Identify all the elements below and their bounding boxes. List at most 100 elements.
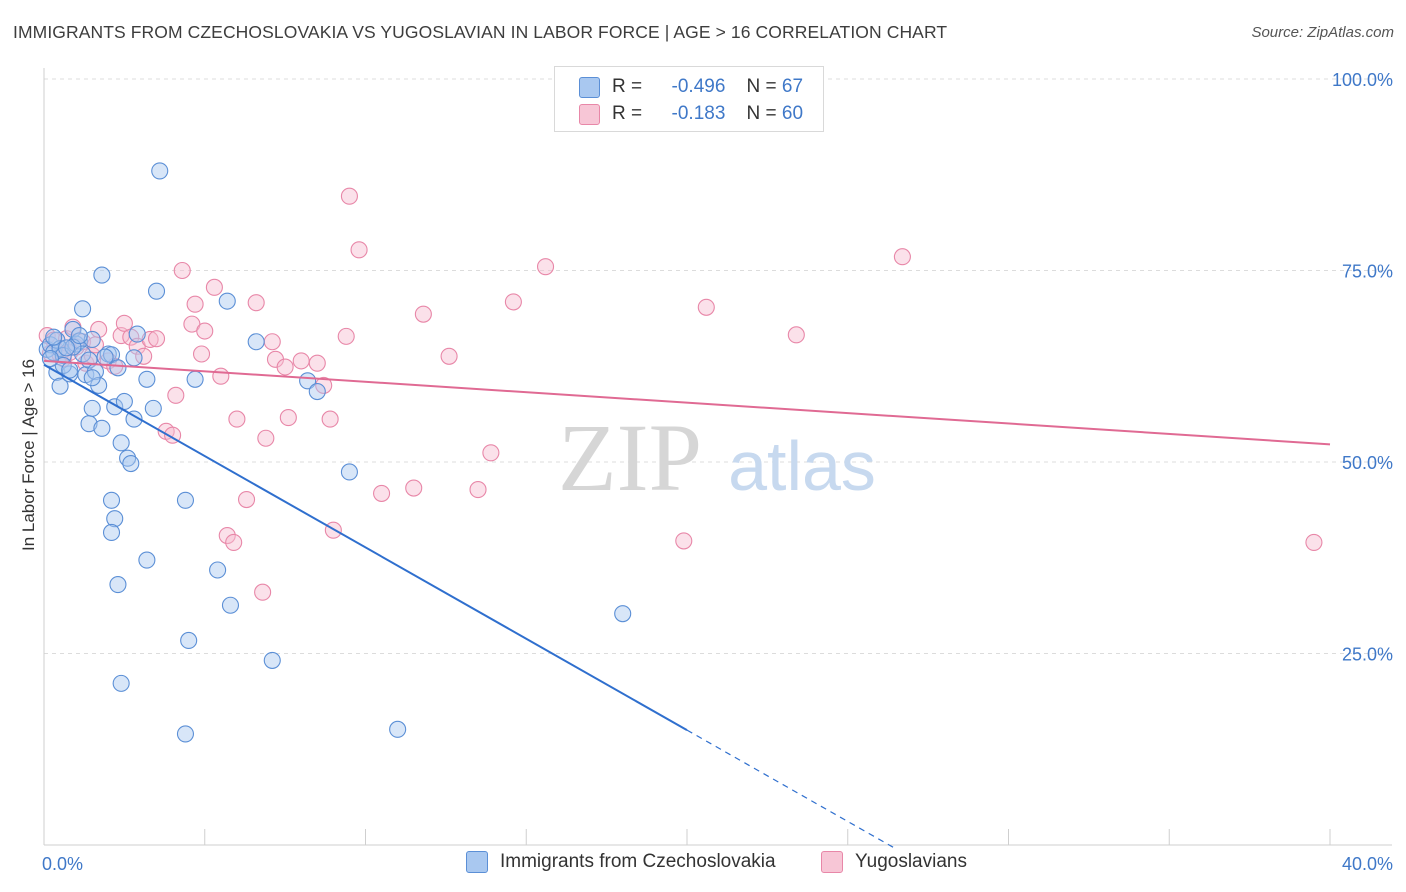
yugoslavians-point [192, 345, 211, 363]
czechoslovakia-point [102, 491, 121, 509]
czechoslovakia-point [122, 454, 140, 473]
correlation-legend: R = -0.496 N = 67 R = -0.183 N = 60 [554, 66, 824, 132]
czechoslovakia-point [57, 339, 76, 357]
czechoslovakia-point [109, 359, 127, 377]
source-label: Source: ZipAtlas.com [1251, 24, 1394, 41]
axes [43, 68, 1392, 846]
yugoslavians-point [469, 481, 487, 499]
yugoslavians-point [292, 352, 310, 370]
czechoslovakia-point [308, 382, 326, 401]
czechoslovakia-point [125, 410, 143, 428]
yugoslavians-point [308, 354, 326, 372]
yugoslavians-point [440, 347, 458, 365]
yugoslavians-point [340, 187, 358, 205]
yugoslavians-trend-line [43, 359, 1331, 446]
czechoslovakia-point [93, 266, 111, 284]
yugoslavians-point [697, 298, 715, 316]
czechoslovakia-point [209, 561, 227, 579]
yugoslavians-point [536, 258, 555, 276]
czechoslovakia-point [45, 328, 63, 346]
legend-row-yugoslavians: R = -0.183 N = 60 [579, 102, 803, 126]
yugoslavians-point [337, 327, 355, 345]
czechoslovakia-point [247, 333, 265, 351]
yugoslavians-point [212, 367, 230, 385]
y-tick-label: 50.0% [1342, 453, 1393, 473]
x-tick-label: 0.0% [42, 854, 83, 874]
yugoslavians-point [247, 294, 265, 312]
n-value: 60 [781, 103, 804, 124]
legend-item-czechoslovakia: Immigrants from Czechoslovakia [466, 851, 776, 873]
czechoslovakia-point [128, 325, 146, 343]
czechoslovakia-point [144, 399, 162, 417]
yugoslavians-point [228, 410, 246, 428]
yugoslavians-point [373, 484, 391, 502]
legend-label: Yugoslavians [855, 851, 967, 872]
czechoslovakia-point [186, 370, 204, 388]
x-tick-label: 40.0% [1342, 854, 1393, 874]
r-label: R = [612, 76, 643, 97]
blue-swatch [466, 851, 488, 873]
watermark: ZIP atlas [558, 404, 876, 511]
czechoslovakia-point [138, 551, 156, 569]
yugoslavians-point [196, 322, 214, 340]
y-tick-label: 75.0% [1342, 262, 1393, 282]
czechoslovakia-point [83, 399, 101, 417]
czechoslovakia-trend-line [43, 363, 688, 731]
czechoslovakia-point [112, 434, 130, 452]
czechoslovakia-point [93, 419, 111, 437]
czechoslovakia-trend-extension [686, 729, 897, 850]
yugoslavians-point [482, 444, 500, 462]
yugoslavians-point [1305, 533, 1323, 551]
yugoslavians-point [279, 409, 297, 427]
pink-swatch [579, 103, 600, 125]
yugoslavians-point [263, 333, 281, 351]
watermark-zip: ZIP [558, 404, 702, 511]
czechoslovakia-point [96, 348, 114, 366]
yugoslavians-point [350, 241, 368, 259]
czechoslovakia-points [38, 162, 632, 743]
yugoslavians-points [38, 187, 1323, 601]
yugoslavians-point [167, 386, 185, 404]
yugoslavians-point [893, 248, 911, 266]
n-value: 67 [781, 76, 804, 97]
yugoslavians-point [186, 295, 204, 313]
czechoslovakia-point [74, 300, 92, 318]
yugoslavians-point [237, 490, 256, 509]
czechoslovakia-point [389, 720, 407, 738]
yugoslavians-point [147, 330, 166, 348]
czechoslovakia-point [176, 491, 195, 509]
czechoslovakia-point [83, 369, 101, 387]
tick-labels: 25.0% 50.0% 75.0% 100.0% 0.0% 40.0% [42, 70, 1393, 874]
yugoslavians-point [321, 410, 339, 428]
yugoslavians-point [405, 479, 423, 497]
czechoslovakia-point [614, 605, 632, 623]
yugoslavians-point [504, 293, 522, 311]
n-label: N = [746, 103, 777, 124]
y-tick-label: 25.0% [1342, 645, 1393, 665]
legend-item-yugoslavians: Yugoslavians [821, 851, 967, 873]
pink-swatch [821, 851, 843, 873]
y-tick-label: 100.0% [1332, 70, 1393, 90]
r-value: -0.496 [671, 76, 726, 97]
legend-row-czechoslovakia: R = -0.496 N = 67 [579, 75, 803, 99]
yugoslavians-point [276, 358, 294, 376]
czechoslovakia-point [41, 350, 59, 368]
yugoslavians-point [254, 583, 272, 601]
czechoslovakia-point [340, 463, 358, 481]
czechoslovakia-point [74, 345, 92, 363]
y-axis-label: In Labor Force | Age > 16 [19, 359, 38, 551]
czechoslovakia-point [102, 523, 121, 542]
yugoslavians-point [173, 261, 191, 280]
grid-lines [44, 78, 1392, 654]
czechoslovakia-point [218, 292, 236, 310]
yugoslavians-point [115, 314, 133, 332]
yugoslavians-point [225, 533, 243, 551]
czechoslovakia-point [138, 370, 156, 388]
czechoslovakia-point [106, 510, 124, 528]
blue-swatch [579, 76, 600, 98]
yugoslavians-point [315, 376, 333, 394]
czechoslovakia-point [51, 377, 69, 395]
legend-label: Immigrants from Czechoslovakia [500, 851, 776, 872]
czechoslovakia-point [83, 330, 101, 348]
